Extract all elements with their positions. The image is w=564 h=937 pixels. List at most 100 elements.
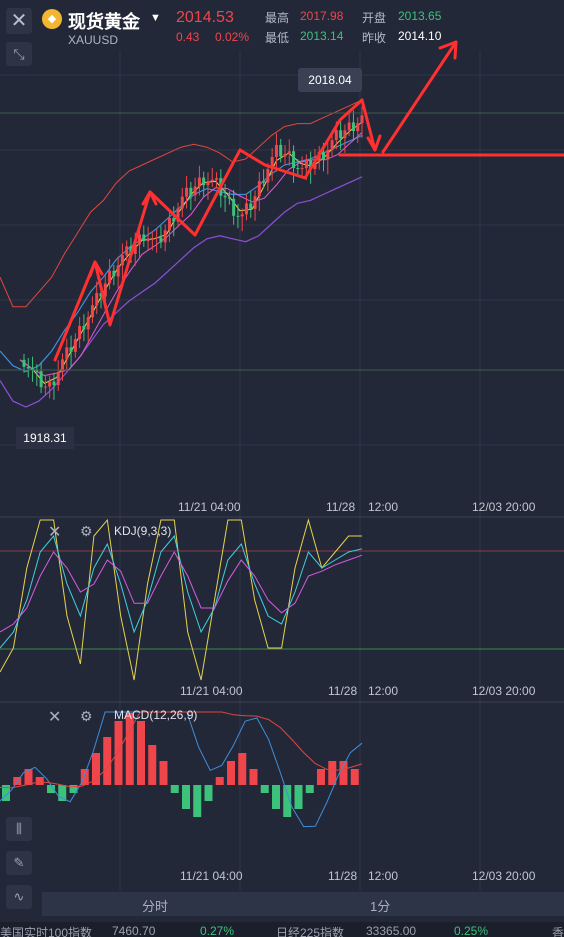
high-label: 最高 [265, 11, 290, 25]
candle-body [26, 366, 30, 369]
current-price: 2014.53 [176, 9, 234, 26]
pullback-arrow [360, 98, 377, 152]
candle-body [125, 246, 129, 256]
candle-body [120, 255, 124, 266]
macd-bar [103, 737, 112, 785]
macd-dea-line [0, 711, 363, 789]
candle-body [360, 115, 364, 124]
macd-bar [182, 785, 190, 809]
close-macd-icon[interactable]: ✕ [48, 709, 62, 726]
candle-body [287, 151, 291, 154]
candle-body [330, 140, 334, 151]
macd-bar [47, 785, 55, 793]
candle-body [270, 156, 274, 170]
ticker-item[interactable]: 美国实时100指数 [0, 926, 93, 937]
time-label: 11/28 [326, 500, 356, 514]
time-label: 12/03 20:00 [472, 684, 536, 698]
candle-body [22, 359, 26, 367]
time-label: 12:00 [368, 869, 399, 883]
macd-bar [317, 769, 325, 785]
macd-bar [114, 721, 123, 785]
macd-histogram [2, 713, 359, 817]
macd-bar [148, 745, 157, 785]
indicator-icon[interactable]: ∿ [6, 885, 32, 909]
high-value: 2017.98 [300, 9, 344, 23]
market-ticker: 美国实时100指数 7460.70 0.27% 日经225指数 33365.00… [0, 922, 564, 937]
candle-body [35, 370, 39, 372]
candle-body [249, 203, 253, 209]
candle-body [232, 198, 236, 216]
time-label: 12/03 20:00 [472, 500, 536, 514]
candle-body [176, 208, 180, 222]
candle-body [78, 325, 82, 340]
macd-bar [92, 753, 100, 785]
low-label: 最低 [265, 31, 290, 45]
candle-body [304, 160, 308, 169]
macd-bar [35, 777, 44, 785]
macd-bar [215, 777, 224, 785]
candle-body [112, 270, 116, 277]
pencil-icon[interactable]: ✎ [6, 851, 32, 875]
tab-1min[interactable]: 1分 [370, 899, 391, 914]
annotation-arrows [53, 40, 564, 362]
instrument-title[interactable]: 现货黄金 [68, 12, 140, 32]
candle-body [253, 196, 257, 209]
macd-bar [260, 785, 269, 793]
candle-body [99, 293, 103, 297]
macd-bar [193, 785, 202, 817]
prev-close-value: 2014.10 [398, 29, 442, 43]
candle-body [227, 197, 231, 199]
candle-body [236, 215, 240, 217]
macd-bar [249, 769, 258, 785]
candle-body [167, 218, 171, 231]
candle-body [86, 317, 90, 330]
time-label: 11/21 04:00 [180, 869, 243, 883]
candle-body [189, 187, 193, 196]
candle-body [266, 169, 270, 183]
candle-body [56, 371, 60, 386]
boll-lower-line [0, 176, 363, 408]
low-value: 2013.14 [300, 29, 344, 43]
arrow-head [88, 260, 104, 278]
candle-body [339, 130, 343, 139]
time-label: 12:00 [368, 684, 399, 698]
candle-body [95, 293, 99, 306]
kdj-j-line [0, 518, 362, 681]
gold-logo: ◆ [42, 9, 62, 29]
candlestick-icon[interactable]: ⫼ [6, 817, 32, 841]
candle-body [159, 237, 163, 243]
candle-body [279, 144, 283, 157]
candle-body [103, 283, 107, 297]
time-label: 11/21 04:00 [180, 684, 243, 698]
chevron-down-icon[interactable]: ▼ [150, 12, 161, 24]
arrow-head [141, 190, 158, 206]
gear-icon[interactable]: ⚙ [80, 708, 93, 724]
candle-body [150, 237, 154, 239]
macd-bar [204, 785, 213, 801]
ticker-item[interactable]: 日经225指数 [276, 926, 345, 937]
trend-arrow-path [53, 98, 364, 362]
kdj-d-line [0, 550, 363, 633]
macd-bar [294, 785, 303, 809]
candle-body [155, 237, 159, 239]
time-label: 11/28 [328, 869, 358, 883]
close-icon[interactable]: ✕ [6, 8, 32, 34]
candle-body [108, 270, 112, 284]
gear-icon[interactable]: ⚙ [80, 523, 93, 539]
candle-body [347, 122, 351, 131]
open-label: 开盘 [362, 11, 387, 25]
candle-body [48, 381, 52, 387]
tab-timeshare[interactable]: 分时 [142, 899, 169, 914]
shrink-icon[interactable]: ⤡ [6, 42, 32, 66]
candle-body [116, 265, 120, 277]
ticker-item: 0.25% [454, 924, 489, 937]
close-kdj-icon[interactable]: ✕ [48, 524, 62, 541]
macd-bar [305, 785, 314, 793]
open-value: 2013.65 [398, 9, 442, 23]
candle-body [69, 347, 73, 352]
candle-body [39, 371, 43, 388]
candle-body [82, 325, 86, 330]
candle-body [326, 150, 330, 160]
pullback-arrow-head [366, 134, 382, 152]
